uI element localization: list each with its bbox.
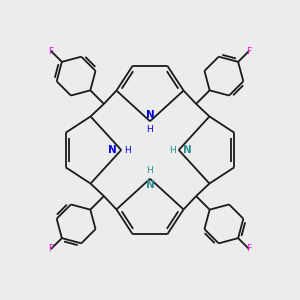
Text: F: F	[246, 244, 251, 253]
Text: F: F	[246, 46, 251, 56]
Text: H: H	[124, 146, 131, 154]
Text: F: F	[49, 46, 54, 56]
Text: H: H	[169, 146, 176, 154]
Text: N: N	[108, 145, 117, 155]
Text: N: N	[183, 145, 192, 155]
Text: H: H	[147, 125, 153, 134]
Text: N: N	[146, 110, 154, 119]
Text: N: N	[146, 181, 154, 190]
Text: H: H	[147, 166, 153, 175]
Text: F: F	[49, 244, 54, 253]
